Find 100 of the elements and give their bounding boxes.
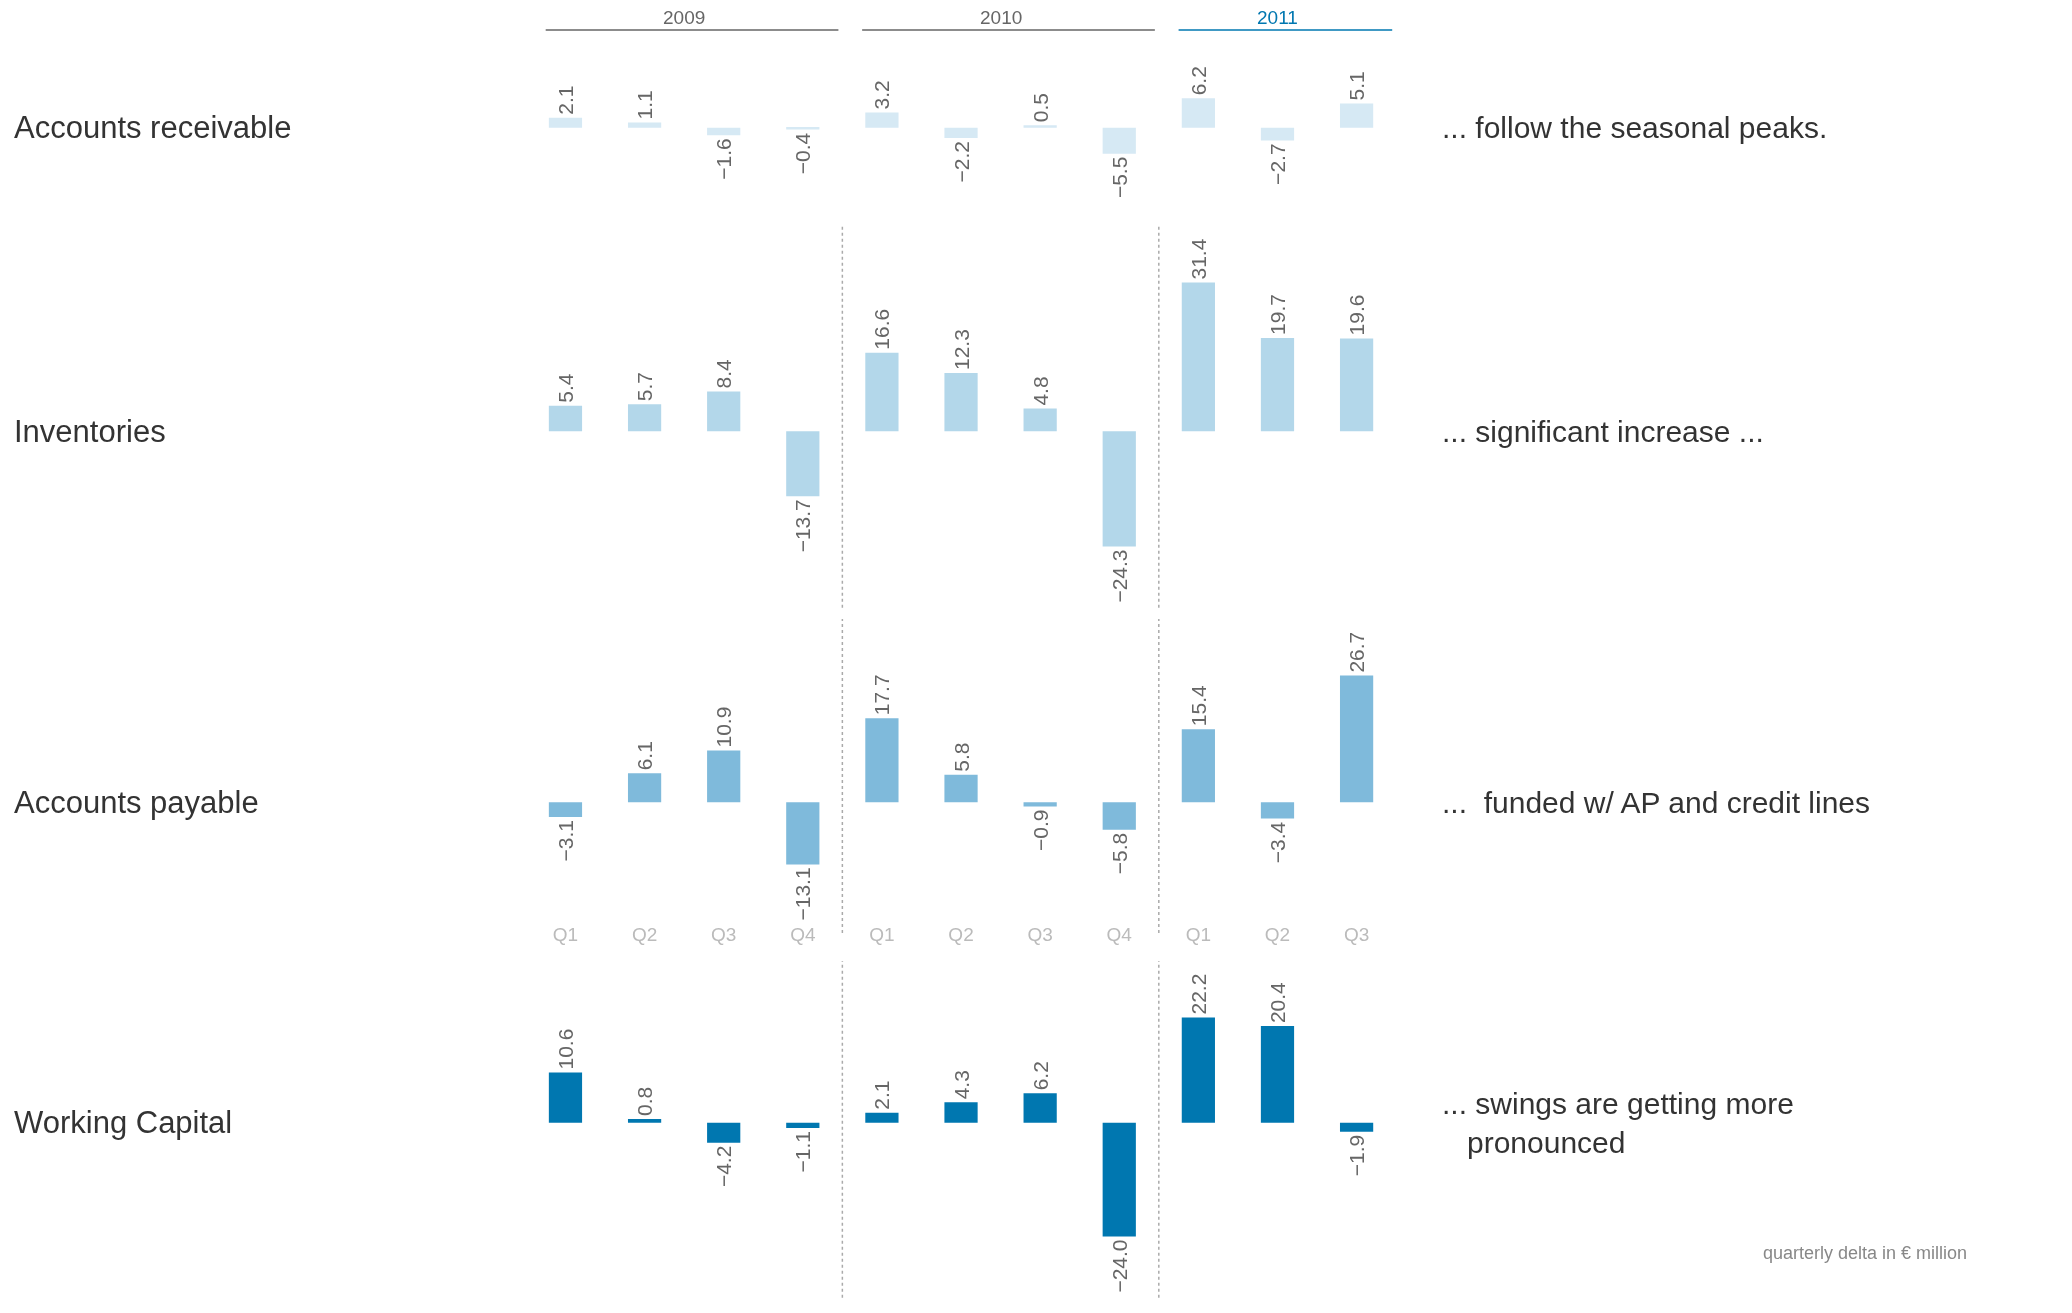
data-label: 0.5 <box>1028 93 1052 123</box>
x-tick-label: Q4 <box>790 924 816 945</box>
y-axis-title: Working Capital <box>14 1105 233 1140</box>
bar <box>865 718 899 803</box>
bar <box>627 1118 662 1123</box>
bar <box>1339 338 1374 432</box>
data-label: −0.4 <box>791 132 815 175</box>
bar <box>786 431 820 497</box>
bar <box>548 117 583 128</box>
text: quarterly delta in € million <box>1763 1243 1968 1263</box>
data-label: 4.3 <box>949 1070 973 1100</box>
data-label: 19.6 <box>1345 294 1369 336</box>
bar <box>1260 802 1295 819</box>
bar <box>944 373 978 432</box>
bar <box>1102 127 1136 154</box>
bar <box>1023 802 1057 807</box>
bar <box>707 391 741 432</box>
bar <box>548 802 583 817</box>
text: ... swings are getting more pronounced <box>1442 1087 1794 1159</box>
data-label: −5.8 <box>1107 832 1131 875</box>
bar <box>1181 282 1215 432</box>
text: 2009 <box>663 7 706 28</box>
data-label: −5.5 <box>1107 156 1131 199</box>
x-tick-label: Q3 <box>1027 924 1053 945</box>
data-label: 5.4 <box>553 373 577 403</box>
data-label: 20.4 <box>1265 981 1289 1024</box>
bar <box>1339 103 1374 128</box>
bar <box>786 802 820 865</box>
x-tick-label: Q2 <box>1264 924 1291 945</box>
data-label: 8.4 <box>712 359 736 389</box>
bar <box>1260 127 1295 141</box>
bar <box>1102 431 1136 547</box>
data-label: −3.1 <box>553 819 577 862</box>
bar <box>627 773 662 803</box>
bar <box>1339 1122 1374 1132</box>
data-label: −24.3 <box>1107 549 1131 603</box>
x-tick-label: Q1 <box>552 924 579 945</box>
data-label: 3.2 <box>870 80 894 110</box>
data-label: 19.7 <box>1265 294 1289 335</box>
data-label: 31.4 <box>1186 238 1210 280</box>
data-label: 10.6 <box>553 1028 577 1070</box>
data-label: −0.9 <box>1028 809 1052 851</box>
x-tick-label: Q1 <box>869 924 895 945</box>
text: ... funded w/ AP and credit lines <box>1442 786 1871 819</box>
data-label: 5.8 <box>949 742 973 772</box>
data-label: −1.1 <box>791 1130 815 1173</box>
y-axis-title: Inventories <box>14 414 166 449</box>
bar <box>707 127 741 136</box>
data-label: −4.2 <box>712 1145 736 1188</box>
bar <box>944 127 978 139</box>
data-label: 0.8 <box>633 1086 657 1116</box>
bar <box>548 1072 583 1123</box>
data-label: 15.4 <box>1186 685 1210 727</box>
bar <box>707 1122 741 1143</box>
x-tick-label: Q4 <box>1106 924 1133 945</box>
data-label: 1.1 <box>633 90 657 120</box>
data-label: −24.0 <box>1107 1239 1131 1293</box>
data-label: −13.7 <box>791 499 815 553</box>
data-label: 22.2 <box>1186 973 1210 1015</box>
data-label: −2.2 <box>949 141 973 183</box>
bar <box>627 122 662 128</box>
bar <box>548 405 583 432</box>
bar <box>786 127 820 130</box>
bar <box>944 774 978 803</box>
data-label: 26.7 <box>1345 631 1369 673</box>
x-tick-label: Q3 <box>1343 924 1370 945</box>
bar <box>1181 1017 1215 1123</box>
bar <box>1023 408 1057 432</box>
y-axis-title: Accounts payable <box>14 785 259 820</box>
data-label: 2.1 <box>870 1080 894 1110</box>
x-tick-label: Q1 <box>1185 924 1212 945</box>
x-tick-label: Q3 <box>711 924 737 945</box>
bar <box>1023 125 1057 128</box>
x-tick-label: Q2 <box>631 924 658 945</box>
data-label: −13.1 <box>791 867 815 921</box>
bar <box>944 1102 978 1123</box>
data-label: 5.7 <box>633 372 657 402</box>
data-label: 16.6 <box>870 308 894 350</box>
text: ... follow the seasonal peaks. <box>1442 111 1828 144</box>
bar <box>707 750 741 803</box>
bar <box>1339 675 1374 803</box>
data-label: 10.9 <box>712 706 736 748</box>
bar <box>627 404 662 432</box>
data-label: −3.4 <box>1265 821 1289 864</box>
data-label: 6.2 <box>1028 1061 1052 1091</box>
data-label: 17.7 <box>870 674 894 716</box>
bar <box>1181 98 1215 128</box>
bar <box>1181 729 1215 803</box>
data-label: 6.1 <box>633 741 657 771</box>
bar <box>865 352 899 432</box>
bar <box>1102 1122 1136 1237</box>
bar <box>1260 1026 1295 1123</box>
data-label: 5.1 <box>1345 71 1369 101</box>
data-label: 12.3 <box>949 329 973 371</box>
data-label: 2.1 <box>553 85 577 115</box>
data-label: −2.7 <box>1265 143 1289 185</box>
text: ... significant increase ... <box>1442 415 1764 448</box>
y-axis-title: Accounts receivable <box>14 110 292 145</box>
bar <box>865 112 899 128</box>
bar <box>786 1122 820 1128</box>
